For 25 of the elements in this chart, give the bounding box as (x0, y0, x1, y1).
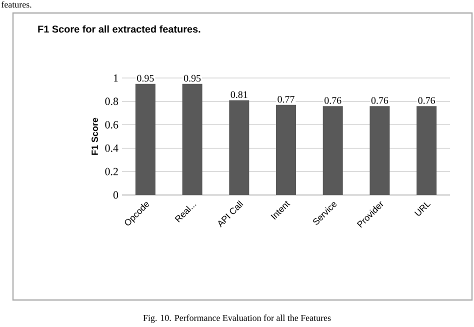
y-tick-label: 0.6 (105, 121, 118, 129)
bar (182, 84, 202, 195)
data-label: 0.77 (278, 96, 294, 103)
bar (416, 106, 437, 195)
data-label: 0.76 (371, 97, 388, 104)
data-label: 0.95 (137, 74, 154, 82)
y-tick-label: 0 (113, 191, 118, 199)
data-label: 0.76 (418, 97, 435, 104)
y-tick-label: 0.8 (105, 98, 118, 106)
data-label: 0.81 (230, 91, 248, 98)
bar (135, 84, 156, 195)
text: features. (1, 1, 32, 8)
bar (370, 106, 390, 195)
y-tick-label: 0.4 (105, 144, 118, 152)
y-tick-label: 1 (114, 74, 118, 82)
bar (229, 100, 250, 195)
chart-title: F1 Score for all extracted features. (38, 25, 200, 33)
data-label: 0.95 (184, 74, 201, 82)
y-axis-title: F1 Score (92, 118, 98, 155)
y-tick-label: 0.2 (105, 168, 118, 176)
x-tick-label: URL (414, 202, 431, 216)
bar (276, 104, 296, 195)
bar (322, 106, 343, 195)
data-label: 0.76 (324, 97, 342, 104)
caption: Fig. 10. Performance Evaluation for all the Features (143, 314, 331, 323)
